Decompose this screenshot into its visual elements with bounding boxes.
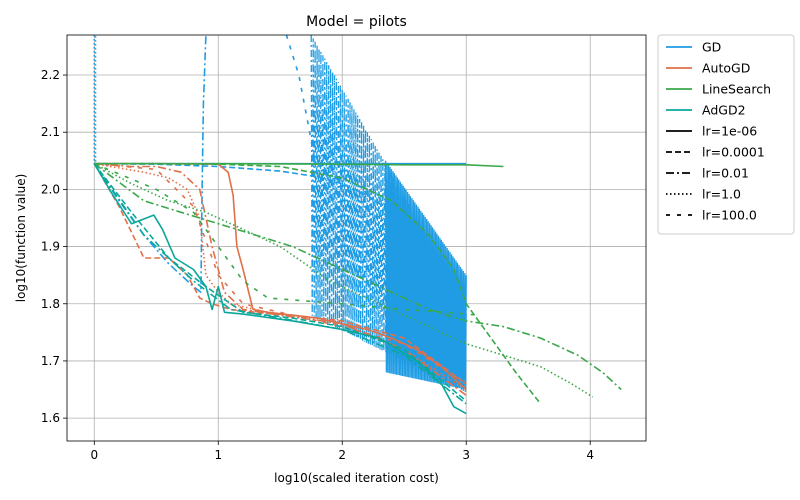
legend-frame: [657, 34, 795, 235]
x-axis-title: log10(scaled iteration cost): [274, 471, 439, 485]
autogd-lr-100-0-series: [94, 162, 467, 385]
autogd-lr-0-0001-series: [93, 163, 467, 385]
legend-label: GD: [702, 40, 721, 55]
tick-layer: 0 1 2 3 4 1.6 1.7 1.8 1.9 2.0 2.1 2.2: [41, 68, 594, 462]
legend-label: lr=1.0: [702, 187, 741, 202]
y-tick-label: 1.6: [41, 411, 60, 425]
y-tick-label: 1.7: [41, 354, 60, 368]
legend-label: lr=0.01: [702, 166, 749, 181]
y-tick-label: 2.2: [41, 68, 60, 82]
linesearch-lr-0-01-series: [93, 163, 622, 391]
adgd2-lr-1e-06-series: [93, 163, 467, 415]
legend: GD AutoGD LineSearch AdGD2 lr=1e-06 lr=0.0001…: [657, 34, 795, 235]
x-tick-label: 4: [586, 448, 594, 462]
legend-label: lr=0.0001: [702, 145, 765, 160]
legend-label: lr=100.0: [702, 208, 757, 223]
gd-oscillation-series-2: [384, 160, 467, 390]
chart-title: Model = pilots: [306, 14, 407, 30]
gd-lr-0-0001-series: [94, 162, 467, 305]
autogd-lr-1-0-series: [94, 162, 467, 391]
linesearch-lr-0-0001-series: [94, 162, 542, 405]
y-tick-label: 1.9: [41, 240, 60, 254]
y-tick-label: 1.8: [41, 297, 60, 311]
x-tick-label: 3: [462, 448, 470, 462]
series-layer: [93, 35, 622, 415]
linesearch-lr-1-0-series: [93, 162, 594, 398]
x-tick-label: 1: [214, 448, 222, 462]
legend-label: AdGD2: [702, 103, 746, 118]
plot-frame: [66, 34, 647, 442]
y-axis-title: log10(function value): [14, 174, 28, 303]
legend-label: AutoGD: [702, 61, 750, 76]
x-tick-label: 0: [90, 448, 98, 462]
y-tick-label: 2.1: [41, 125, 60, 139]
y-tick-label: 2.0: [41, 182, 60, 196]
adgd2-lr-0-01-series: [93, 163, 467, 405]
legend-label: lr=1e-06: [702, 124, 757, 139]
legend-label: LineSearch: [702, 82, 771, 97]
x-tick-label: 2: [338, 448, 346, 462]
